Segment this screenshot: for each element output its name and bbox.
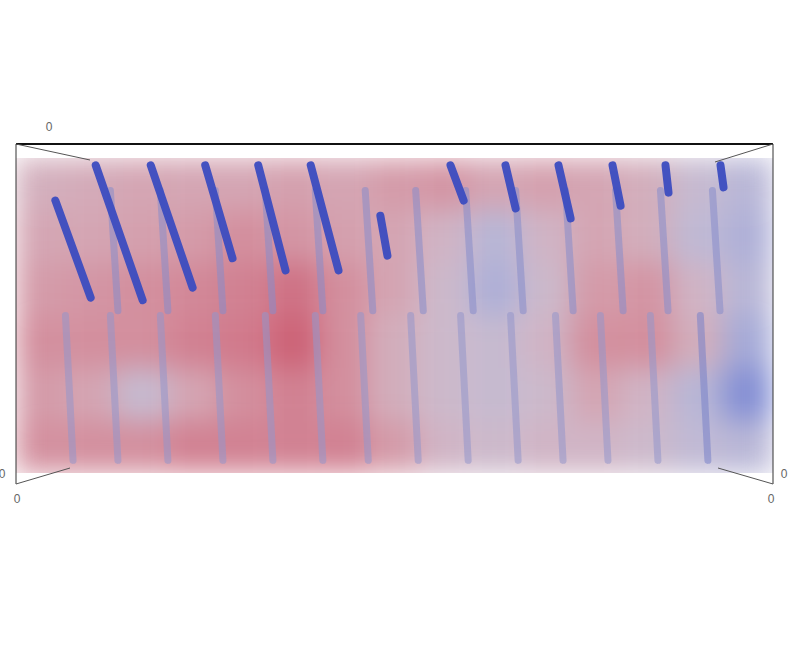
svg-text:0: 0 [0, 467, 6, 481]
svg-text:0: 0 [14, 492, 21, 506]
svg-text:0: 0 [768, 492, 775, 506]
svg-text:0: 0 [781, 467, 788, 481]
svg-text:0: 0 [46, 120, 53, 134]
